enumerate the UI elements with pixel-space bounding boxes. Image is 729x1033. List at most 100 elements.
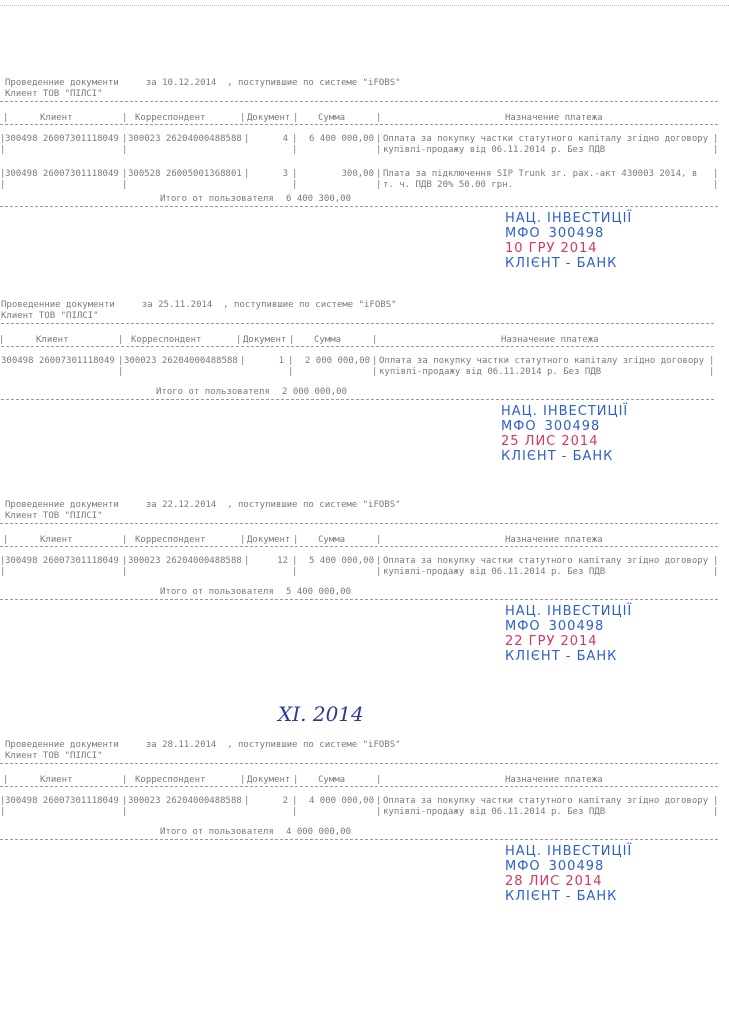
row-sep: | <box>122 807 128 817</box>
divider <box>0 101 718 102</box>
row-sep: | <box>244 796 250 806</box>
stamp-mfo-label: МФО <box>505 619 541 634</box>
col-header-document: Документ <box>247 535 291 545</box>
col-sep: | <box>376 113 382 123</box>
stamp-mfo-row: МФО 300498 <box>505 226 695 241</box>
row-amount: 2 000 000,00 <box>304 356 370 366</box>
stamp-footer: КЛІЄНТ - БАНК <box>501 449 614 464</box>
payment-report-section: Проведенние документи за 25.11.2014 , по… <box>0 300 725 500</box>
row-purpose-line2: купівлі-продажу від 06.11.2014 р. Без ПД… <box>383 807 606 817</box>
stamp-mfo-label: МФО <box>505 859 541 874</box>
row-sep: | <box>292 145 298 155</box>
row-sep: | <box>376 134 382 144</box>
col-sep: | <box>240 775 246 785</box>
row-client: 300498 26007301118049 <box>5 134 119 144</box>
stamp-bank-name: НАЦ. ІНВЕСТИЦІЇ <box>505 211 633 226</box>
col-sep: | <box>240 535 246 545</box>
stamp-date: 28 ЛИС 2014 <box>505 874 603 889</box>
row-correspondent: 300023 26204000488588 <box>128 796 242 806</box>
row-sep: | <box>376 180 382 190</box>
row-sep: | <box>244 556 250 566</box>
row-purpose-line2: т. ч. ПДВ 20% 50.00 грн. <box>383 180 514 190</box>
col-header-purpose: Назначение платежа <box>501 335 599 345</box>
row-sep: | <box>713 807 719 817</box>
row-sep: | <box>376 556 382 566</box>
row-correspondent: 300528 26005001368801 <box>128 169 242 179</box>
row-sep: | <box>0 796 6 806</box>
col-header-purpose: Назначение платежа <box>505 113 603 123</box>
divider <box>0 206 718 207</box>
row-sep: | <box>713 180 719 190</box>
row-sep: | <box>0 356 1 367</box>
col-header-amount: Сумма <box>318 775 346 785</box>
total-label: Итого от пользователя <box>160 587 274 597</box>
stamp-footer: КЛІЄНТ - БАНК <box>505 889 618 904</box>
col-sep: | <box>376 775 382 785</box>
divider <box>0 323 714 324</box>
col-header-purpose: Назначение платежа <box>505 535 603 545</box>
col-sep: | <box>240 113 246 123</box>
row-sep: | <box>292 134 298 144</box>
col-header-correspondent: Корреспондент <box>135 535 206 545</box>
divider <box>0 546 718 547</box>
row-purpose-line2: купівлі-продажу від 06.11.2014 р. Без ПД… <box>379 367 602 377</box>
report-title: Проведенние документи за 28.11.2014 , по… <box>5 740 401 750</box>
payment-report-section: Проведенние документи за 28.11.2014 , по… <box>0 740 729 940</box>
stamp-date: 25 ЛИС 2014 <box>501 434 599 449</box>
row-sep: | <box>0 807 6 817</box>
report-client: Клиент ТОВ "ПІЛСІ" <box>5 511 103 521</box>
stamp-footer: КЛІЄНТ - БАНК <box>505 256 618 271</box>
row-sep: | <box>118 367 124 377</box>
stamp-mfo-label: МФО <box>501 419 537 434</box>
stamp-bank-name: НАЦ. ІНВЕСТИЦІЇ <box>505 844 633 859</box>
total-label: Итого от пользователя <box>160 827 274 837</box>
row-sep: | <box>0 556 6 566</box>
divider <box>0 124 718 125</box>
divider <box>0 523 718 524</box>
col-header-document: Документ <box>247 775 291 785</box>
col-sep: | <box>0 335 5 345</box>
row-sep: | <box>292 796 298 806</box>
row-sep: | <box>122 567 128 577</box>
row-sep: | <box>713 169 719 179</box>
row-amount: 4 000 000,00 <box>308 796 374 806</box>
col-header-amount: Сумма <box>314 335 342 345</box>
stamp-mfo-code: 300498 <box>548 859 605 874</box>
report-client: Клиент ТОВ "ПІЛСІ" <box>1 311 99 321</box>
col-sep: | <box>122 535 128 545</box>
handwritten-note: XI. 2014 <box>278 702 364 726</box>
col-header-amount: Сумма <box>318 113 346 123</box>
total-amount: 5 400 000,00 <box>286 587 352 597</box>
divider <box>0 399 714 400</box>
row-sep: | <box>240 356 246 366</box>
row-sep: | <box>0 134 6 144</box>
row-sep: | <box>372 356 378 366</box>
row-sep: | <box>713 134 719 144</box>
row-sep: | <box>122 134 128 144</box>
col-sep: | <box>122 775 128 785</box>
total-amount: 6 400 300,00 <box>286 194 352 204</box>
divider <box>0 839 718 840</box>
stamp-mfo-row: МФО 300498 <box>505 619 695 634</box>
row-purpose-line2: купівлі-продажу від 06.11.2014 р. Без ПД… <box>383 567 606 577</box>
row-correspondent: 300023 26204000488588 <box>124 356 238 366</box>
report-title: Проведенние документи за 25.11.2014 , по… <box>1 300 397 310</box>
stamp-mfo-row: МФО 300498 <box>501 419 691 434</box>
bank-stamp: НАЦ. ІНВЕСТИЦІЇ МФО 300498 25 ЛИС 2014 КЛІЄН… <box>501 404 691 464</box>
report-client: Клиент ТОВ "ПІЛСІ" <box>5 751 103 761</box>
col-header-client: Клиент <box>40 775 73 785</box>
row-sep: | <box>118 356 124 366</box>
col-header-correspondent: Корреспондент <box>135 775 206 785</box>
report-client: Клиент ТОВ "ПІЛСІ" <box>5 89 103 99</box>
col-sep: | <box>376 535 382 545</box>
stamp-bank-name: НАЦ. ІНВЕСТИЦІЇ <box>501 404 629 419</box>
bank-stamp: НАЦ. ІНВЕСТИЦІЇ МФО 300498 28 ЛИС 2014 КЛІЄН… <box>505 844 695 904</box>
row-sep: | <box>288 367 294 377</box>
col-sep: | <box>3 535 9 545</box>
col-sep: | <box>122 113 128 123</box>
row-document: 3 <box>282 169 288 179</box>
col-sep: | <box>118 335 124 345</box>
row-purpose-line2: купівлі-продажу від 06.11.2014 р. Без ПД… <box>383 145 606 155</box>
row-amount: 300,00 <box>341 169 374 179</box>
bank-stamp: НАЦ. ІНВЕСТИЦІЇ МФО 300498 10 ГРУ 2014 КЛІЄН… <box>505 211 695 271</box>
